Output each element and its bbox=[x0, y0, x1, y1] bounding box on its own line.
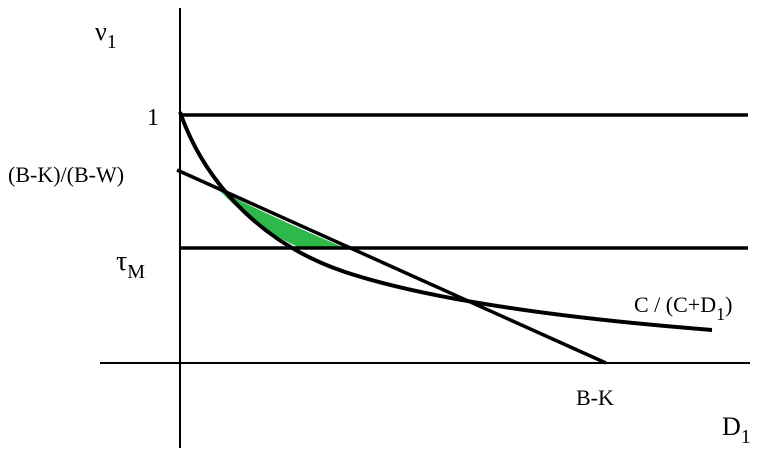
curve-c-over-c-plus-d bbox=[178, 111, 713, 332]
label-tau-m: τM bbox=[116, 246, 145, 283]
straight-line bbox=[176, 168, 607, 365]
label-b-k: B-K bbox=[576, 385, 614, 410]
x-axis-label: D1 bbox=[722, 412, 751, 448]
label-curve: C / (C+D1) bbox=[634, 292, 732, 324]
shaded-region bbox=[219, 190, 345, 248]
y-axis-label: ν1 bbox=[95, 17, 117, 53]
label-intercept: (B-K)/(B-W) bbox=[8, 162, 124, 187]
label-one: 1 bbox=[147, 105, 159, 131]
